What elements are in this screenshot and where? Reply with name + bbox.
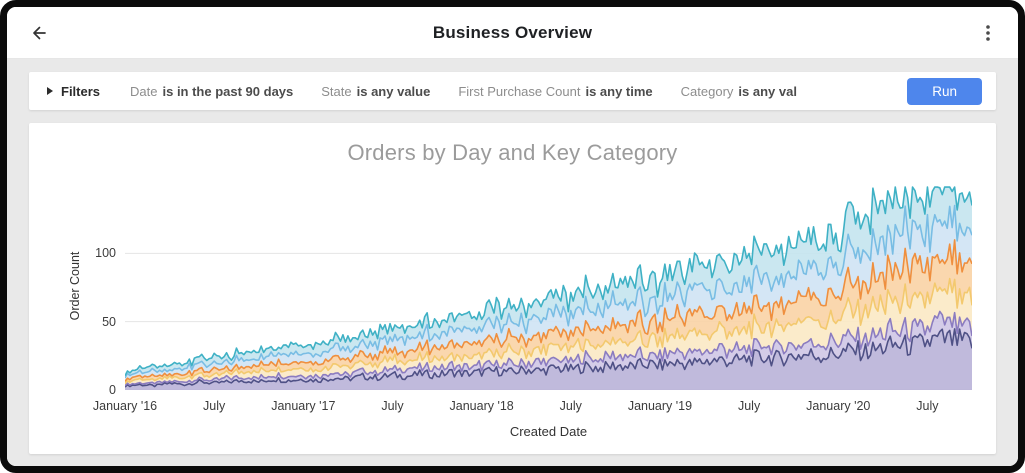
x-tick-label: July [916,399,939,413]
x-axis-label: Created Date [509,424,588,439]
plot-svg[interactable] [125,185,972,390]
y-tick-label: 0 [109,383,116,397]
x-tick-label: July [381,399,404,413]
kebab-menu-button[interactable] [974,18,1002,48]
filter-field: Date [130,83,158,99]
chart-title: Orders by Day and Key Category [347,140,678,165]
x-tick-label: January '16 [92,399,158,413]
filter-item[interactable]: Date is in the past 90 days [130,84,293,99]
filters-expand-toggle[interactable]: Filters [47,84,100,99]
filters-label: Filters [61,83,101,99]
x-tick-label: January '20 [806,399,871,413]
run-button[interactable]: Run [907,77,982,105]
filter-condition: is any val [738,83,797,99]
x-tick-label: July [559,399,582,413]
plot-region: Order Count Created Date 0 50 100 January '… [68,185,972,439]
filter-item[interactable]: Category is any val [681,84,797,99]
filter-condition: is any value [356,83,431,99]
x-tick-label: January '17 [271,399,336,413]
filter-item[interactable]: First Purchase Count is any time [458,84,652,99]
y-tick-label: 50 [102,314,116,329]
filter-field: Category [680,83,734,99]
x-tick-label: January '19 [627,399,693,413]
filters-bar: Filters Date is in the past 90 days State i… [29,72,996,110]
x-tick-label: January '18 [449,399,514,413]
filter-condition: is any time [585,83,653,99]
kebab-menu-icon [986,24,990,41]
chart-card: Orders by Day and Key Category Order Cou… [29,123,996,454]
content-area: Filters Date is in the past 90 days State i… [7,59,1018,466]
back-button[interactable] [23,18,53,48]
triangle-right-icon [47,87,53,95]
x-tick-label: July [203,399,226,413]
header-bar: Business Overview [7,7,1018,59]
y-tick-label: 100 [95,246,116,261]
filter-item[interactable]: State is any value [321,84,430,99]
filter-items: Date is in the past 90 days State is any va… [130,84,889,99]
page-title: Business Overview [432,22,593,42]
filter-field: First Purchase Count [458,83,581,99]
filter-field: State [321,83,352,99]
y-axis-label: Order Count [68,251,82,320]
arrow-left-icon [33,26,46,39]
x-tick-label: July [737,399,761,413]
filter-condition: is in the past 90 days [162,83,294,99]
